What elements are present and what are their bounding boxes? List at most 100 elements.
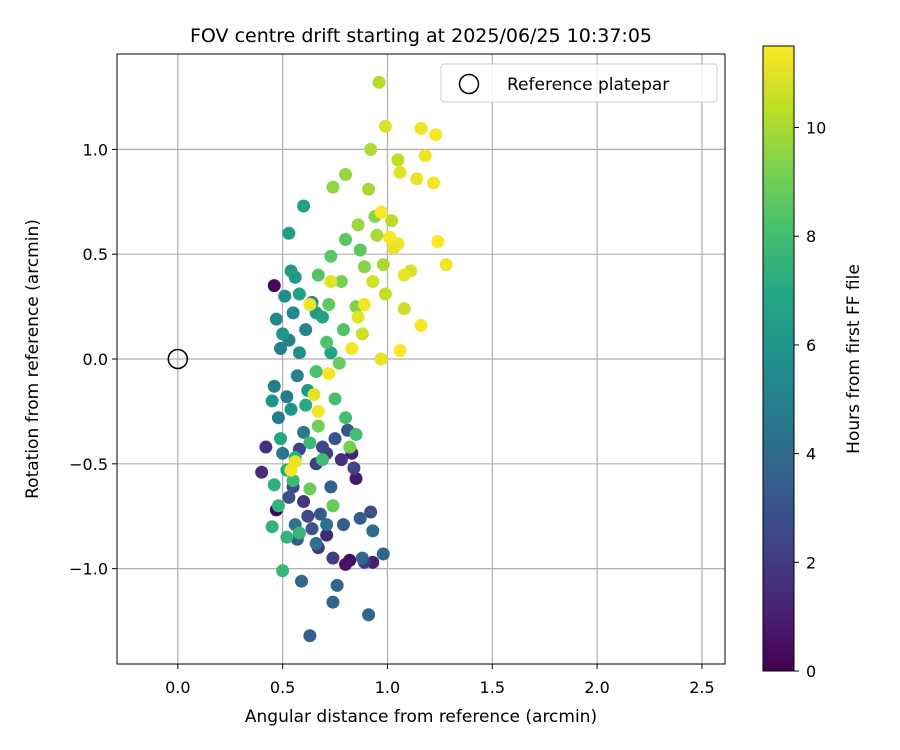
scatter-point [315,440,329,454]
colorbar-tick-label: 2 [806,553,816,572]
scatter-point [355,551,369,565]
x-tick-label: 0.5 [270,678,295,697]
scatter-point [347,461,361,475]
scatter-point [303,436,317,450]
scatter-point [326,499,340,513]
scatter-point [439,258,453,272]
scatter-point [397,268,411,282]
scatter-point [372,75,386,89]
scatter-point [303,297,317,311]
scatter-point [297,199,311,213]
scatter-point [280,390,294,404]
scatter-point [288,455,302,469]
scatter-point [284,264,298,278]
colorbar: 0 2 4 6 8 10 Hours from first FF file [762,45,864,681]
scatter-point [383,230,397,244]
scatter-point [267,379,281,393]
scatter-point [267,279,281,293]
scatter-point [305,522,319,536]
scatter-point [431,235,445,249]
scatter-point [292,287,306,301]
scatter-point [326,551,340,565]
scatter-point [280,530,294,544]
scatter-point [297,495,311,509]
scatter-point [349,471,363,485]
y-tick-label: 0.0 [83,350,108,369]
scatter-point [339,557,353,571]
scatter-point [297,425,311,439]
scatter-point [311,419,325,433]
scatter-point [362,608,376,622]
colorbar-tick-label: 0 [806,662,816,681]
legend-box [440,63,718,103]
scatter-point [265,520,279,534]
scatter-point [370,228,384,242]
scatter-point [271,499,285,513]
scatter-point [391,153,405,167]
scatter-point [387,241,401,255]
scatter-point [336,323,350,337]
colorbar-tick-label: 4 [806,445,816,464]
scatter-point [320,335,334,349]
scatter-point [278,289,292,303]
scatter-point [393,344,407,358]
scatter-point [326,180,340,194]
scatter-point [276,564,290,578]
legend-marker-icon [458,73,480,95]
scatter-point [311,404,325,418]
scatter-point [324,480,338,494]
scatter-point [378,287,392,301]
scatter-point [339,411,353,425]
scatter-point [328,392,342,406]
colorbar-label: Hours from first FF file [844,264,864,454]
scatter-point [274,432,288,446]
x-tick-label: 1.5 [480,678,505,697]
scatter-point [364,142,378,156]
legend: Reference platepar [440,63,718,103]
scatter-point [301,509,315,523]
x-axis-ticks: 0.0 0.5 1.0 1.5 2.0 2.5 [165,664,715,697]
scatter-point [313,507,327,521]
grid-lines [117,54,725,664]
scatter-point [320,528,334,542]
scatter-point [307,388,321,402]
scatter-point [328,432,342,446]
scatter-point [259,440,273,454]
scatter-point [339,233,353,247]
scatter-point [364,505,378,519]
scatter-point [343,440,357,454]
scatter-point [336,518,350,532]
scatter-point [267,478,281,492]
colorbar-gradient [762,45,795,672]
scatter-point [276,327,290,341]
scatter-point [332,356,346,370]
scatter-point [309,536,323,550]
scatter-point [334,453,348,467]
scatter-point [355,327,369,341]
scatter-point [374,205,388,219]
legend-entry-reference: Reference platepar [507,75,669,95]
scatter-point [269,312,283,326]
colorbar-tick-label: 6 [806,336,816,355]
y-tick-label: −0.5 [69,455,108,474]
scatter-point [290,369,304,383]
scatter-point [429,128,443,142]
scatter-point [265,394,279,408]
scatter-point [324,249,338,263]
scatter-point [376,258,390,272]
scatter-point [286,306,300,320]
scatter-point [299,398,313,412]
scatter-point [322,297,336,311]
scatter-point [324,274,338,288]
scatter-point [397,302,411,316]
y-axis-ticks: −1.0 −0.5 0.0 0.5 1.0 [69,140,117,579]
scatter-point [286,474,300,488]
scatter-point [353,243,367,257]
scatter-point [303,482,317,496]
scatter-point [292,526,306,540]
scatter-point [366,524,380,538]
scatter-point [284,402,298,416]
scatter-points [255,75,453,643]
x-tick-label: 2.5 [689,678,714,697]
